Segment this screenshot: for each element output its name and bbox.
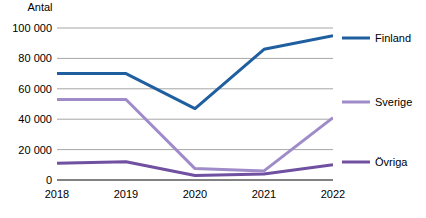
x-tick-label: 2020 xyxy=(183,188,207,200)
x-tick-label: 2021 xyxy=(252,188,276,200)
legend-swatch xyxy=(342,161,370,164)
x-tick-label: 2018 xyxy=(45,188,69,200)
series-line xyxy=(57,36,333,109)
x-tick-label: 2022 xyxy=(321,188,345,200)
legend-label: Övriga xyxy=(375,156,408,168)
series-line xyxy=(57,162,333,176)
y-tick-label: 100 000 xyxy=(12,22,52,34)
x-tick-label: 2019 xyxy=(114,188,138,200)
series-line xyxy=(57,99,333,170)
plot-area xyxy=(57,36,333,176)
y-axis-label: Antal xyxy=(27,1,52,13)
legend-swatch xyxy=(342,37,370,40)
y-tick-label: 60 000 xyxy=(18,83,52,95)
legend-label: Sverige xyxy=(375,96,412,108)
grid-line xyxy=(57,58,333,59)
chart-container: Antal 0 20 000 40 000 60 000 80 000 100 000 201… xyxy=(0,0,426,218)
legend-swatch xyxy=(342,101,370,104)
legend-label: Finland xyxy=(375,32,411,44)
y-tick-label: 20 000 xyxy=(18,144,52,156)
y-tick-label: 80 000 xyxy=(18,52,52,64)
y-tick-label: 40 000 xyxy=(18,113,52,125)
grid-line xyxy=(57,88,333,89)
x-axis xyxy=(57,180,333,181)
grid-line xyxy=(57,28,333,29)
chart: Antal 0 20 000 40 000 60 000 80 000 100 000 201… xyxy=(0,0,426,218)
grid-line xyxy=(57,119,333,120)
y-tick-label: 0 xyxy=(46,174,52,186)
grid-line xyxy=(57,180,333,181)
